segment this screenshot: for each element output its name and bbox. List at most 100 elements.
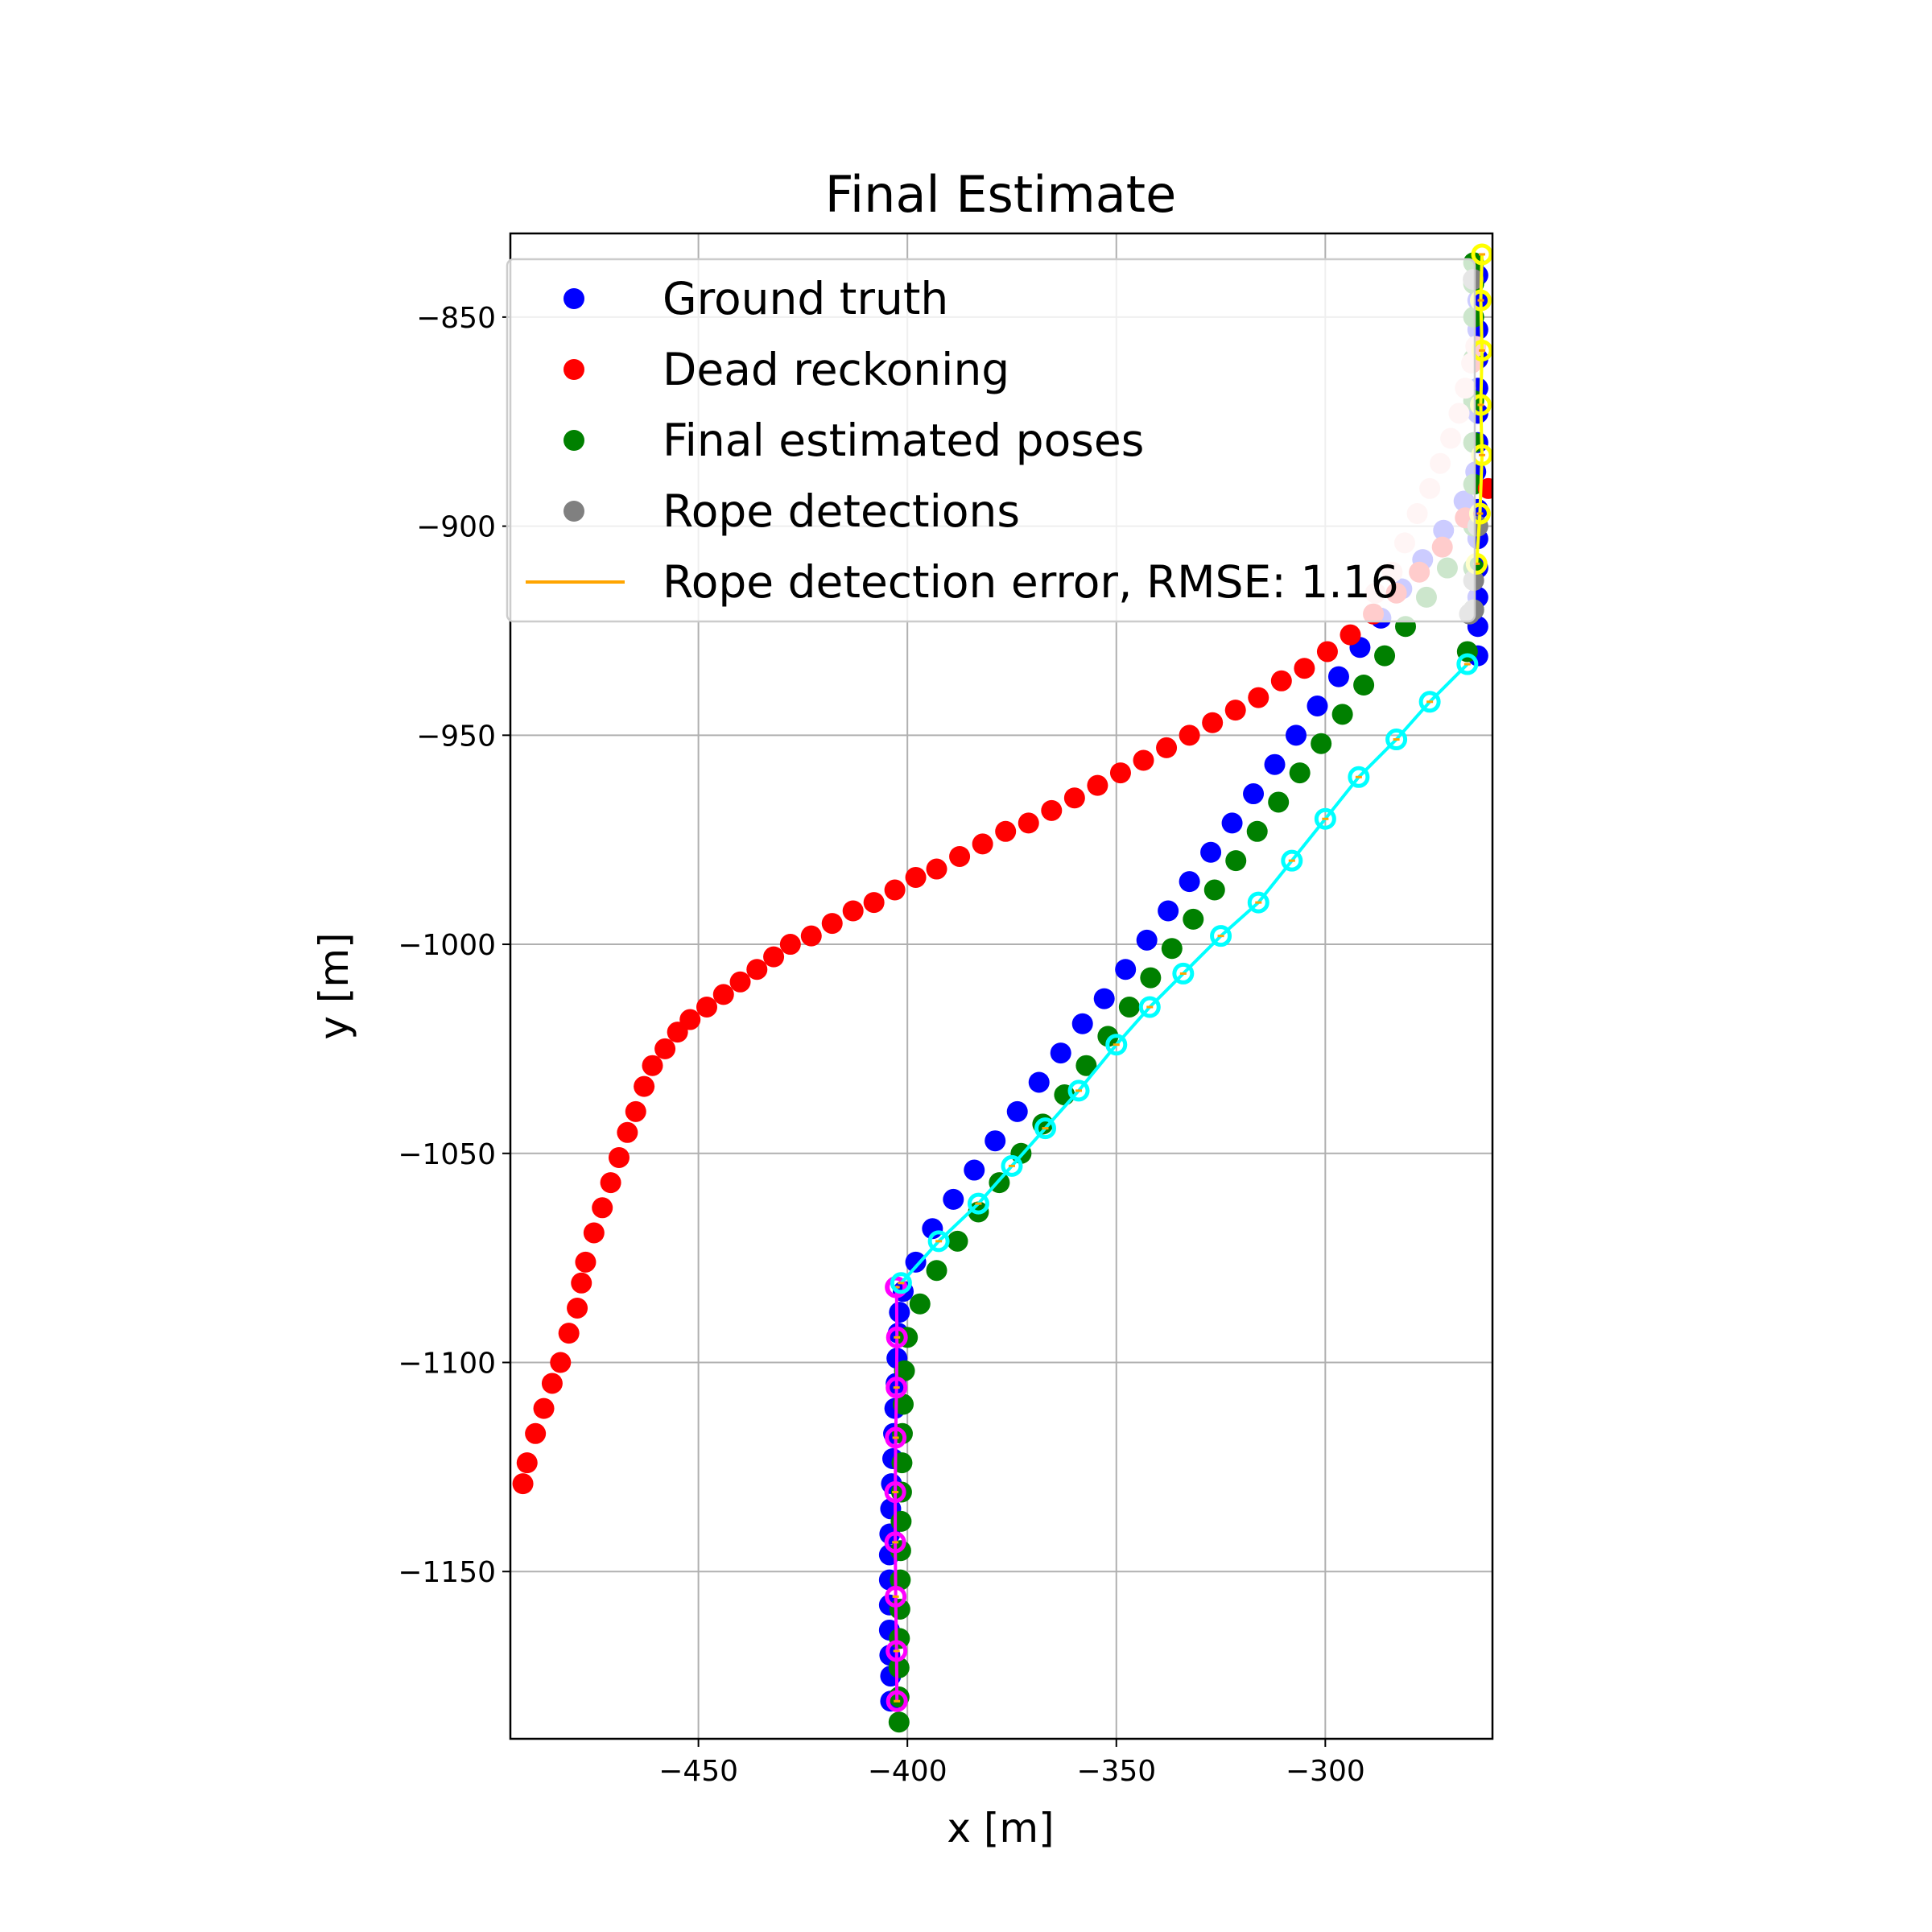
y-axis-label: y [m] (311, 932, 357, 1039)
data-point (1224, 700, 1246, 721)
data-point (696, 996, 717, 1018)
data-point (746, 959, 768, 980)
data-point (1075, 1055, 1097, 1076)
data-point (842, 900, 864, 922)
data-point (1041, 799, 1063, 821)
y-tick-label: −1100 (398, 1348, 496, 1381)
rope-detection-marker (1314, 807, 1336, 830)
data-point (1050, 1042, 1071, 1064)
data-point (926, 858, 947, 880)
x-tick-label: −450 (658, 1755, 738, 1788)
x-tick-label: −400 (868, 1755, 947, 1788)
data-point (894, 1360, 915, 1381)
data-point (1311, 733, 1332, 754)
data-point (1268, 791, 1290, 813)
rope-detection-marker (885, 1585, 907, 1608)
rope-detection-marker (1418, 691, 1441, 713)
rope-detection-marker (927, 1230, 950, 1253)
data-point (617, 1121, 638, 1143)
data-point (608, 1146, 630, 1168)
legend-frame (506, 258, 1476, 623)
legend-label: Final estimated poses (663, 415, 1144, 466)
data-point (884, 879, 906, 901)
data-point (1156, 737, 1178, 758)
rope-detection-marker (1471, 243, 1492, 266)
data-point (763, 946, 785, 968)
data-point (1353, 675, 1375, 696)
data-point (1071, 1013, 1093, 1034)
rope-detection-marker (1456, 653, 1479, 675)
data-point (949, 845, 971, 867)
y-tick-label: −900 (416, 511, 496, 544)
data-point (1028, 1071, 1050, 1093)
data-point (1018, 812, 1039, 834)
data-point (575, 1251, 597, 1273)
data-point (1136, 929, 1158, 951)
data-point (1133, 749, 1154, 771)
data-point (889, 1302, 910, 1323)
data-point (634, 1075, 655, 1097)
data-point (1327, 666, 1349, 687)
rope-detection-marker (1172, 962, 1195, 985)
y-axis: −850 −900 −950 −1000 −1050 −1100 −1150 (398, 302, 510, 1589)
data-point (893, 1393, 914, 1415)
y-tick-label: −1050 (398, 1138, 496, 1171)
data-point (1202, 712, 1224, 733)
rope-detection-marker (1281, 849, 1303, 872)
data-point (1221, 812, 1243, 834)
chart-title: Final Estimate (825, 165, 1176, 224)
rope-detection-marker (886, 1640, 908, 1662)
rope-segment (890, 653, 1479, 1294)
rope-detection-marker (1348, 766, 1370, 788)
legend-swatch-dot (564, 359, 584, 380)
data-point (600, 1172, 621, 1194)
legend-label: Rope detection error, RMSE: 1.16 (663, 556, 1399, 608)
data-point (1109, 762, 1131, 784)
data-point (625, 1100, 646, 1122)
legend-swatch-dot (564, 430, 584, 451)
rope-detection-marker (884, 1531, 906, 1554)
legend-swatch-dot (564, 501, 584, 522)
y-tick-label: −850 (416, 302, 496, 335)
data-point (905, 1251, 927, 1273)
rope-detection-marker (1067, 1080, 1090, 1102)
data-point (1006, 1100, 1028, 1122)
data-point (729, 971, 751, 993)
data-point (943, 1188, 964, 1210)
data-point (583, 1222, 605, 1244)
data-point (947, 1230, 968, 1252)
rope-line (894, 1286, 899, 1702)
rope-detection-marker (1385, 729, 1408, 751)
data-point (926, 1260, 947, 1282)
plot-frame (509, 232, 1494, 1740)
data-point (972, 833, 993, 855)
data-point (1140, 967, 1162, 989)
data-point (1063, 787, 1085, 809)
data-point (1179, 871, 1200, 893)
data-point (1286, 724, 1307, 746)
data-point (889, 1598, 910, 1620)
legend-label: Dead reckoning (663, 344, 1009, 395)
rope-detection-marker (886, 1326, 908, 1348)
data-point (1243, 783, 1265, 805)
data-point (558, 1323, 580, 1344)
data-point (1264, 753, 1286, 775)
rope-detection-marker (886, 1690, 908, 1712)
data-point (1183, 908, 1204, 930)
rope-detection-marker (1247, 891, 1269, 914)
data-point (821, 913, 843, 935)
data-point (1225, 850, 1247, 872)
rope-detection-marker (885, 1426, 907, 1449)
y-tick-label: −950 (416, 720, 496, 753)
data-point (889, 1628, 910, 1649)
data-point (1203, 879, 1225, 901)
rope-detection-marker (1034, 1117, 1057, 1140)
data-point (1289, 762, 1311, 784)
legend-label: Ground truth (663, 273, 948, 324)
data-point (1340, 624, 1361, 646)
rope-detection-marker (1001, 1154, 1023, 1177)
data-point (800, 925, 822, 947)
data-point (654, 1038, 676, 1059)
x-tick-label: −350 (1076, 1755, 1156, 1788)
